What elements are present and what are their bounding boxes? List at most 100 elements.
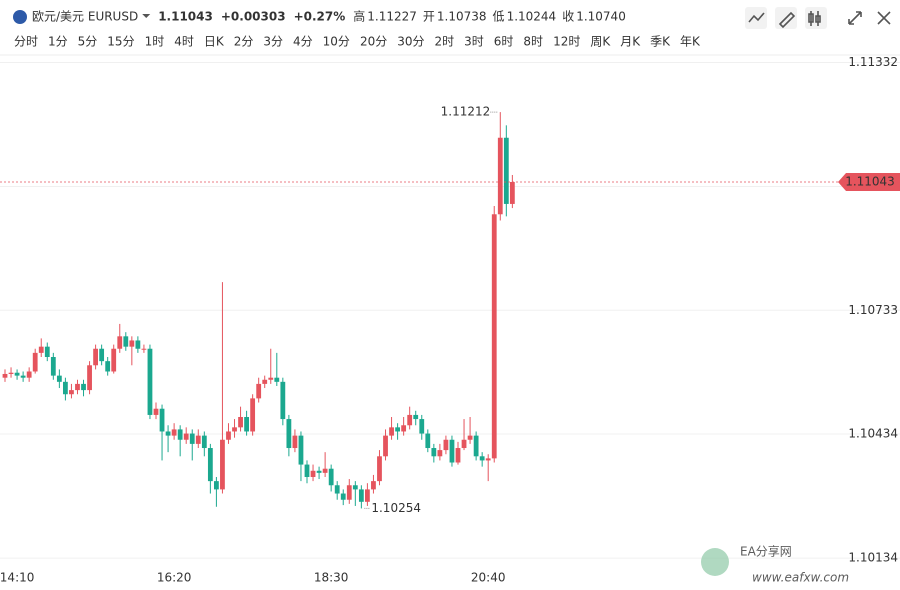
candle-body: [473, 435, 479, 457]
period-tab[interactable]: 月K: [620, 35, 641, 49]
period-tab[interactable]: 2时: [435, 35, 455, 49]
stat-value: 1.10740: [576, 10, 626, 24]
candle-body: [340, 493, 346, 500]
candle-body: [177, 429, 183, 440]
candle-body: [63, 381, 68, 395]
candle-body: [141, 348, 147, 350]
period-tab[interactable]: 15分: [107, 35, 134, 49]
candle-body: [401, 425, 407, 432]
y-tick-label: 1.10733: [848, 303, 898, 317]
candle-body: [358, 489, 364, 502]
candle-body: [425, 433, 431, 449]
candle-body: [310, 470, 316, 477]
period-tab[interactable]: 1分: [48, 35, 68, 49]
candle-body: [75, 383, 80, 391]
y-tick-label: 1.10434: [848, 426, 898, 440]
candle-body: [214, 481, 219, 490]
y-tick-label: 1.11332: [848, 55, 898, 69]
symbol-dropdown[interactable]: [142, 14, 151, 18]
period-tab[interactable]: 20分: [360, 35, 387, 49]
x-tick-label: 14:10: [0, 571, 34, 585]
period-tab[interactable]: 12时: [553, 35, 580, 49]
period-tab[interactable]: 年K: [680, 35, 701, 49]
symbol-name: 欧元/美元 EURUSD: [32, 10, 138, 24]
candle-body: [395, 427, 400, 432]
current-price-label: 1.11043: [845, 175, 895, 189]
candle-body: [268, 377, 274, 380]
candle-body: [147, 348, 153, 415]
candle-body: [485, 458, 491, 461]
stat-label: 低: [493, 10, 505, 24]
period-tab[interactable]: 10分: [323, 35, 350, 49]
period-tab[interactable]: 分时: [14, 35, 38, 49]
candle-body: [449, 439, 455, 463]
candle-body: [20, 375, 26, 378]
period-tab[interactable]: 5分: [78, 35, 98, 49]
candle-body: [8, 372, 14, 374]
period-tab[interactable]: 季K: [650, 35, 671, 49]
close-button[interactable]: [877, 11, 891, 25]
draw-icon: [778, 11, 796, 29]
candle-body: [413, 414, 419, 420]
x-tick-label: 18:30: [314, 571, 349, 585]
candle-body: [81, 383, 86, 391]
candle-body: [256, 383, 262, 399]
candle-body: [407, 414, 413, 426]
candle-body: [14, 372, 20, 376]
candle-body: [479, 456, 485, 461]
period-tab[interactable]: 周K: [590, 35, 611, 49]
candle-icon: [808, 11, 821, 26]
candle-body: [244, 416, 249, 432]
candle-body: [238, 416, 243, 428]
stat-value: 1.10244: [507, 10, 557, 24]
candle-body: [56, 375, 62, 382]
period-tab[interactable]: 4时: [174, 35, 194, 49]
period-tab[interactable]: 4分: [293, 35, 313, 49]
period-tab[interactable]: 3时: [464, 35, 484, 49]
candle-body: [2, 373, 8, 378]
candle-body: [437, 450, 443, 457]
candle-body: [280, 381, 286, 420]
candle-body: [93, 348, 98, 366]
candle-body: [274, 377, 280, 382]
period-tab[interactable]: 3分: [263, 35, 283, 49]
period-tab[interactable]: 8时: [523, 35, 543, 49]
period-tab[interactable]: 1时: [145, 35, 165, 49]
candle-body: [503, 137, 509, 204]
candle-body: [153, 408, 159, 415]
watermark-logo: [701, 548, 729, 576]
candle-body: [105, 361, 111, 372]
candle-body: [50, 357, 56, 376]
candle-body: [298, 435, 304, 465]
candle-body: [38, 346, 44, 353]
candle-body: [117, 336, 123, 349]
candle-body: [201, 435, 207, 449]
last-price: 1.11043: [158, 10, 213, 24]
y-tick-label: 1.10134: [848, 551, 898, 565]
candle-body: [26, 371, 32, 378]
candle-body: [165, 431, 171, 436]
candle-body: [250, 398, 256, 432]
candle-body: [207, 448, 213, 482]
candle-body: [129, 340, 135, 347]
period-tab[interactable]: 30分: [397, 35, 424, 49]
candle-body: [431, 448, 437, 457]
candle-body: [262, 379, 268, 384]
max-label: 1.11212: [441, 105, 491, 119]
stat-label: 高: [353, 9, 365, 24]
candle-body: [123, 336, 129, 347]
period-tab[interactable]: 2分: [234, 35, 254, 49]
min-label: 1.10254: [371, 501, 421, 515]
candle-body: [226, 431, 231, 440]
candle-body: [69, 390, 74, 395]
current-price-tag: [838, 173, 900, 192]
candle-body: [377, 456, 382, 482]
expand-button[interactable]: [848, 11, 862, 25]
candle-body: [183, 433, 189, 440]
period-tab[interactable]: 6时: [494, 35, 514, 49]
candle-body: [87, 365, 92, 391]
period-tab[interactable]: 日K: [204, 35, 225, 49]
candle-body: [111, 348, 117, 372]
